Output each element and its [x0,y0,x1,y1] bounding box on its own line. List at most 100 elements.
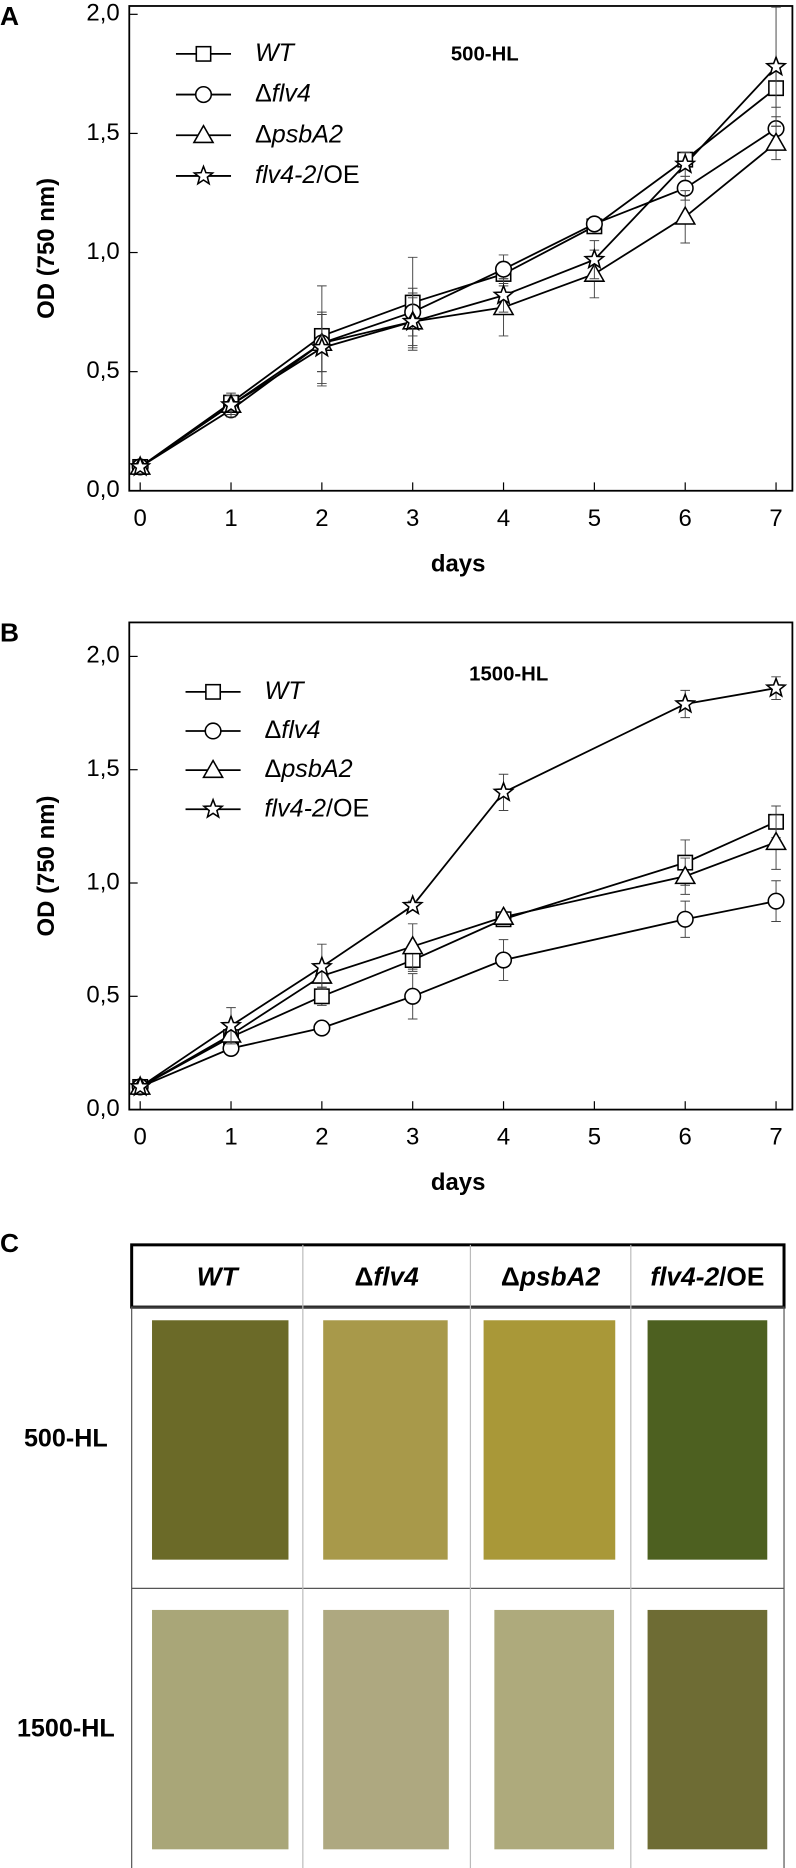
series-line [139,127,777,468]
marker [585,215,603,233]
marker [310,336,334,358]
marker [194,86,213,104]
y-axis-label: OD (750 nm) [33,178,60,319]
marker [205,683,222,700]
plot-frame [128,621,794,1111]
y-tick-label: 0,5 [86,982,119,1009]
culture-swatch [152,1320,289,1560]
y-tick-label: 1,5 [86,755,119,782]
row-label: 1500-HL [17,1714,115,1742]
x-tick-label: 2 [315,505,328,532]
x-tick-label: 1 [224,505,237,532]
panel-label: A [0,1,19,31]
legend-label: ΔpsbA2 [265,755,353,783]
y-axis-label: OD (750 nm) [33,796,60,937]
marker [313,988,330,1005]
legend-label: flv4-2/OE [265,794,370,822]
x-tick-label: 1 [224,1124,237,1151]
culture-swatch [323,1320,448,1560]
marker [201,797,225,819]
annotation: 1500-HL [469,663,548,685]
series-line [139,87,777,468]
marker [764,54,788,77]
marker [494,260,513,278]
legend-label: Δflv4 [265,716,321,744]
marker [765,131,787,151]
y-tick-label: 0,0 [86,1095,119,1122]
legend-label: ΔpsbA2 [255,120,343,148]
marker [219,1013,243,1036]
marker [765,831,787,851]
legend-label: Δflv4 [255,79,311,107]
legend-label: flv4-2/OE [255,161,360,189]
x-tick-label: 3 [406,1124,419,1151]
column-header: flv4-2/OE [650,1261,764,1291]
marker [401,935,424,955]
y-tick-label: 2,0 [86,0,119,27]
x-tick-label: 7 [769,505,782,532]
x-tick-label: 6 [679,505,692,532]
series-line [139,66,777,468]
marker [204,722,222,740]
x-tick-label: 0 [134,1124,147,1151]
marker [764,676,788,698]
column-header: WT [197,1261,240,1291]
legend-label: WT [265,676,306,704]
culture-swatch [647,1320,768,1560]
x-axis-label: days [431,1169,486,1196]
column-header: Δflv4 [354,1261,419,1291]
x-tick-label: 5 [588,1124,601,1151]
legend-label: WT [255,39,296,67]
marker [676,910,694,928]
x-tick-label: 7 [769,1124,782,1151]
x-tick-label: 4 [497,505,510,532]
marker [674,865,697,885]
x-tick-label: 3 [406,505,419,532]
y-tick-label: 1,5 [86,119,119,146]
panel-label: C [0,1228,19,1258]
marker [404,987,422,1005]
marker [401,893,424,916]
x-tick-label: 6 [679,1124,692,1151]
marker [767,892,785,910]
marker [195,45,212,62]
series-line [139,900,777,1088]
marker [313,1019,331,1037]
marker [128,455,152,477]
marker [494,951,513,969]
marker [202,758,224,779]
marker [492,780,515,802]
marker [192,164,215,186]
marker [674,205,697,225]
plot-frame [128,5,794,492]
y-tick-label: 2,0 [86,642,119,669]
annotation: 500-HL [451,43,519,65]
x-tick-label: 0 [134,505,147,532]
marker [492,905,515,925]
marker [401,309,424,332]
culture-swatch [647,1609,768,1850]
x-tick-label: 2 [315,1124,328,1151]
marker [192,124,215,144]
panel-label: B [0,617,19,647]
y-tick-label: 1,0 [86,868,119,895]
culture-swatch [323,1609,449,1850]
y-tick-label: 0,5 [86,357,119,384]
culture-swatch [152,1609,289,1850]
marker [674,692,697,714]
y-tick-label: 0,0 [86,476,119,503]
x-tick-label: 4 [497,1124,510,1151]
marker [583,247,606,270]
row-label: 500-HL [24,1425,108,1453]
marker [128,1075,152,1097]
x-tick-label: 5 [588,505,601,532]
marker [219,393,243,415]
marker [310,955,334,977]
culture-swatch [494,1609,615,1850]
x-axis-label: days [431,550,486,577]
y-tick-label: 1,0 [86,238,119,265]
marker [492,283,515,305]
culture-swatch [483,1320,616,1560]
column-header: ΔpsbA2 [501,1261,601,1291]
